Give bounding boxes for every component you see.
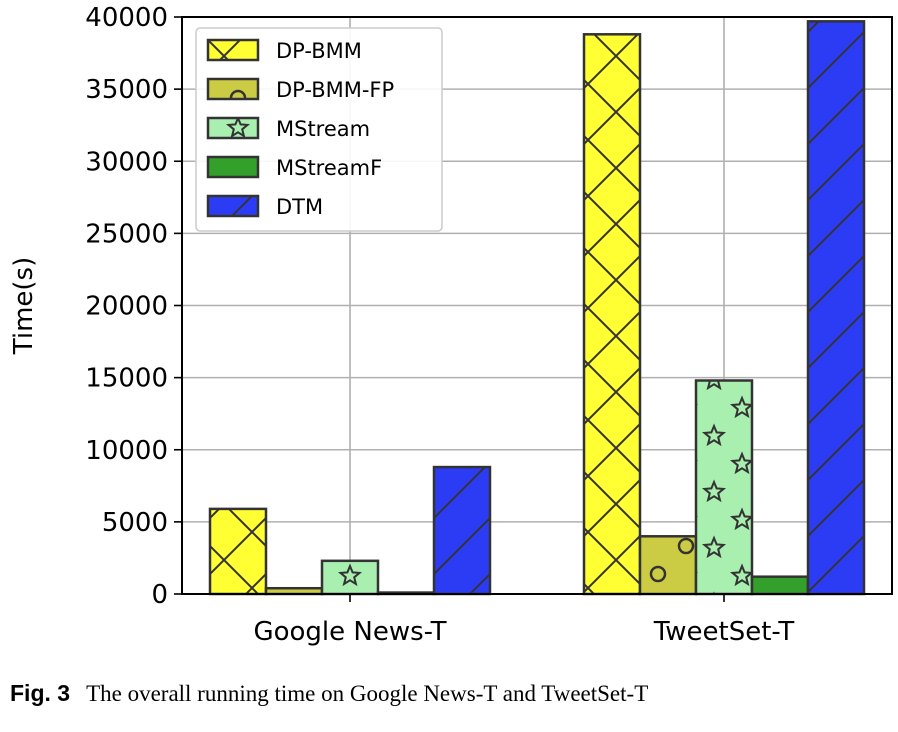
y-tick-label: 35000	[85, 75, 168, 105]
legend-swatch-hatch	[208, 79, 258, 99]
x-tick-label: TweetSet-T	[653, 617, 795, 647]
legend-swatch-outline	[206, 194, 260, 218]
legend-label: DTM	[276, 195, 323, 219]
legend-swatch-hatch	[208, 40, 258, 60]
y-tick-label: 0	[151, 580, 168, 610]
legend-swatch-outline	[206, 38, 260, 62]
plot-frame	[181, 16, 893, 595]
legend-label: MStreamF	[276, 156, 382, 180]
bar-chart: 0 5000 10000 15000 20000 25000 30000 35000 40000…	[9, 3, 893, 647]
bar-hatch	[434, 467, 490, 594]
legend-label: DP-BMM-FP	[276, 78, 394, 102]
y-tick-label: 25000	[85, 219, 168, 249]
legend-label: MStream	[276, 117, 370, 141]
legend-swatch-outline	[206, 155, 260, 179]
y-tick-label: 40000	[85, 3, 168, 33]
bar-hatch	[640, 536, 696, 594]
y-tick-label: 10000	[85, 436, 168, 466]
bar-hatch	[696, 380, 752, 594]
legend-swatch-hatch	[208, 196, 258, 216]
bar-hatch	[210, 508, 266, 594]
legend-swatch	[208, 157, 258, 177]
bar-mstreamf	[752, 576, 808, 594]
bar-hatch	[322, 560, 378, 594]
legend-label: DP-BMM	[276, 39, 362, 63]
y-tick-label: 20000	[85, 292, 168, 322]
legend-swatch-outline	[206, 77, 260, 101]
caption-text: The overall running time on Google News-…	[86, 681, 649, 706]
bar-hatch	[808, 21, 864, 594]
y-tick-label: 5000	[102, 508, 168, 538]
bar-hatch	[584, 34, 640, 595]
y-tick-label: 30000	[85, 147, 168, 177]
bar-hatch	[266, 588, 322, 594]
legend-swatch-hatch	[208, 118, 258, 138]
axes: 0 5000 10000 15000 20000 25000 30000 35000 40000…	[9, 3, 893, 647]
legend: DP-BMM DP-BMM-FP MStream MStreamF DTM	[195, 27, 443, 232]
caption-label: Fig. 3	[10, 680, 71, 706]
figure-caption: Fig. 3 The overall running time on Google…	[10, 680, 890, 707]
y-tick-label: 15000	[85, 364, 168, 394]
bars	[208, 20, 866, 596]
y-axis-label: Time(s)	[9, 257, 39, 355]
x-tick-label: Google News-T	[253, 617, 446, 647]
legend-swatch-outline	[206, 116, 260, 140]
